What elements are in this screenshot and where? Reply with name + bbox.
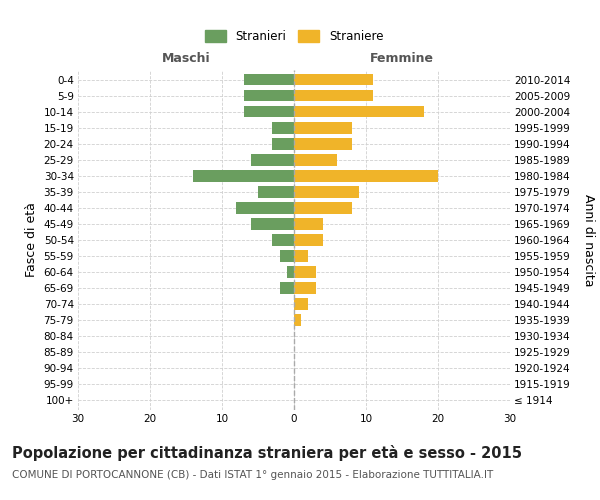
- Bar: [294, 314, 301, 326]
- Bar: [294, 202, 352, 213]
- Bar: [251, 218, 294, 230]
- Bar: [258, 186, 294, 198]
- Bar: [280, 250, 294, 262]
- Bar: [244, 90, 294, 102]
- Legend: Stranieri, Straniere: Stranieri, Straniere: [200, 25, 388, 48]
- Bar: [244, 74, 294, 86]
- Text: Popolazione per cittadinanza straniera per età e sesso - 2015: Popolazione per cittadinanza straniera p…: [12, 445, 522, 461]
- Bar: [272, 122, 294, 134]
- Bar: [272, 234, 294, 246]
- Bar: [244, 106, 294, 118]
- Bar: [294, 154, 337, 166]
- Bar: [294, 234, 323, 246]
- Bar: [294, 122, 352, 134]
- Bar: [294, 106, 424, 118]
- Bar: [294, 218, 323, 230]
- Text: Femmine: Femmine: [370, 52, 434, 65]
- Bar: [280, 282, 294, 294]
- Bar: [294, 250, 308, 262]
- Bar: [294, 138, 352, 149]
- Bar: [272, 138, 294, 149]
- Bar: [294, 186, 359, 198]
- Bar: [294, 90, 373, 102]
- Bar: [287, 266, 294, 278]
- Bar: [294, 170, 438, 181]
- Y-axis label: Fasce di età: Fasce di età: [25, 202, 38, 278]
- Bar: [294, 298, 308, 310]
- Y-axis label: Anni di nascita: Anni di nascita: [582, 194, 595, 286]
- Bar: [294, 74, 373, 86]
- Text: COMUNE DI PORTOCANNONE (CB) - Dati ISTAT 1° gennaio 2015 - Elaborazione TUTTITAL: COMUNE DI PORTOCANNONE (CB) - Dati ISTAT…: [12, 470, 493, 480]
- Bar: [294, 266, 316, 278]
- Bar: [251, 154, 294, 166]
- Bar: [294, 282, 316, 294]
- Bar: [193, 170, 294, 181]
- Text: Maschi: Maschi: [161, 52, 211, 65]
- Bar: [236, 202, 294, 213]
